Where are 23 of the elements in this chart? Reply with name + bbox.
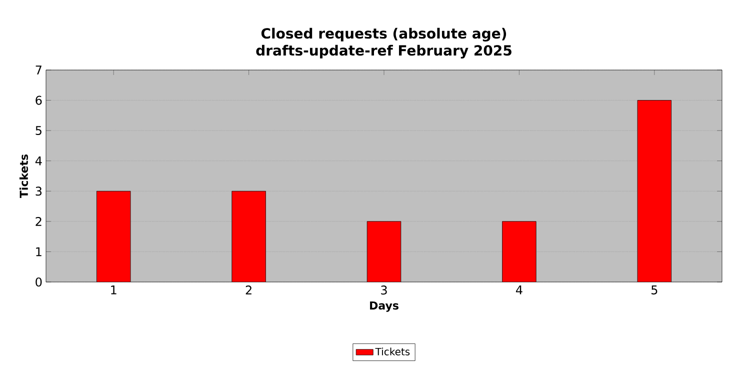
x-tick-label: 3 (381, 286, 387, 295)
y-tick-label: 2 (36, 216, 42, 226)
y-axis-title: Tickets (19, 154, 28, 198)
y-tick-label: 1 (36, 247, 42, 256)
x-tick-label: 2 (246, 286, 252, 294)
y-tick-label: 4 (35, 156, 42, 166)
chart-title: Closed requests (absolute age) (261, 28, 506, 42)
y-tick-label: 3 (36, 186, 42, 196)
y-tick-label: 6 (36, 96, 42, 105)
bar (96, 190, 131, 282)
y-tick-label: 5 (36, 126, 42, 136)
x-axis-title: Days (370, 301, 398, 312)
y-tick-label: 0 (36, 277, 42, 287)
legend-label: Tickets (375, 348, 410, 356)
chart-subtitle: drafts-update-ref February 2025 (256, 44, 512, 58)
bar (502, 221, 536, 282)
x-tick-label: 5 (652, 286, 658, 294)
bar (232, 190, 266, 282)
bar (366, 221, 402, 282)
bar (637, 100, 672, 282)
y-tick-label: 7 (36, 66, 42, 74)
x-tick-label: 4 (516, 286, 522, 294)
x-tick-label: 1 (111, 286, 116, 294)
